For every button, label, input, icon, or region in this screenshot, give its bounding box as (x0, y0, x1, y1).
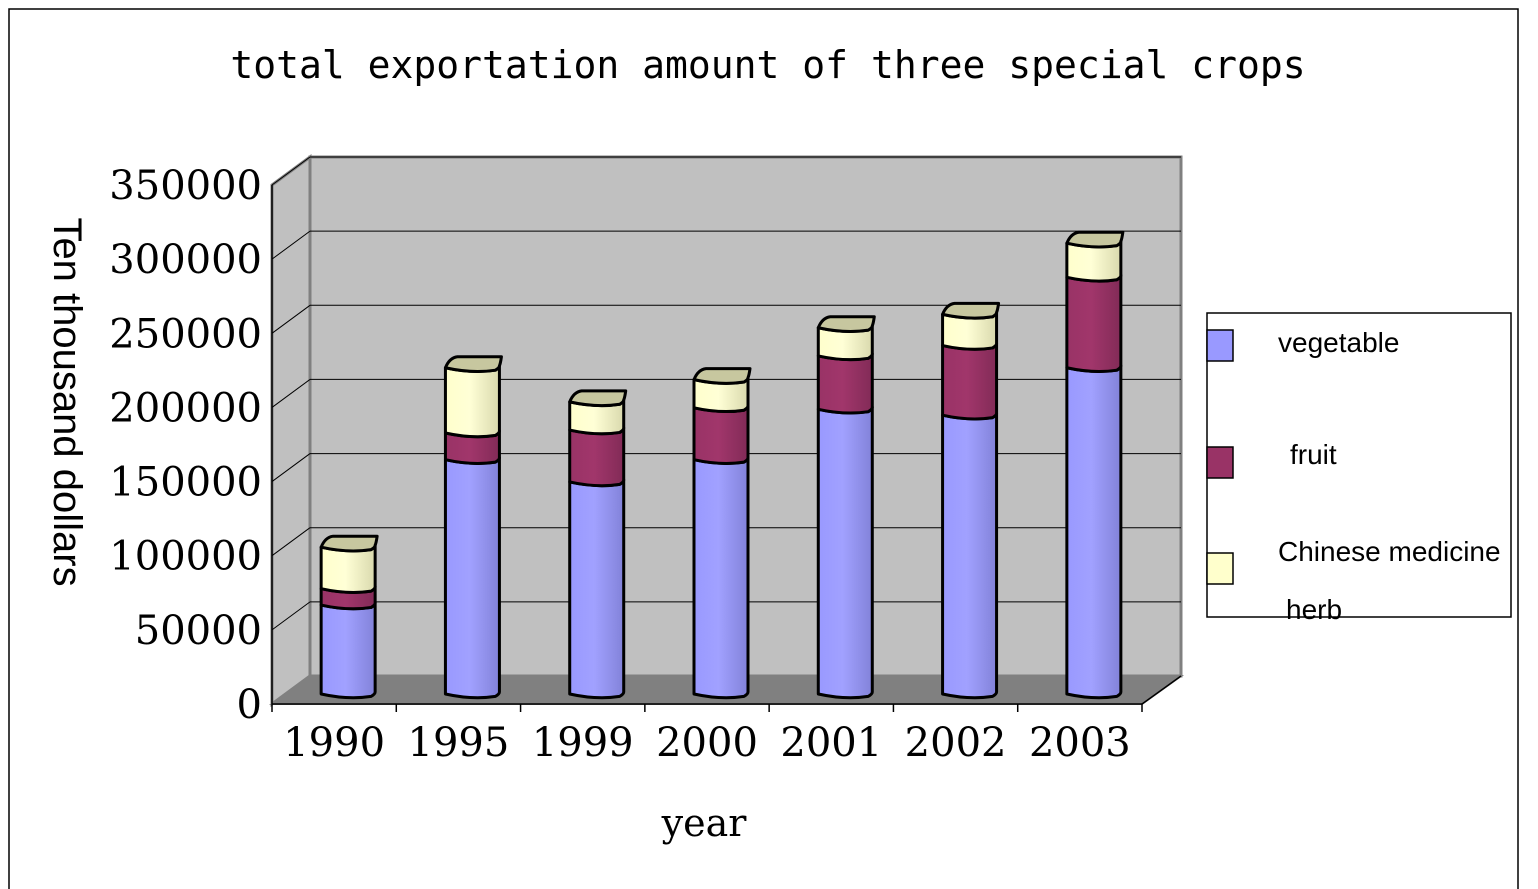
bar-fruit-2002 (941, 342, 999, 421)
bar-cap-2001 (816, 315, 876, 333)
plot-side-wall (270, 154, 312, 707)
bar-vegetable-2002 (941, 411, 999, 700)
legend-label: vegetable (1278, 327, 1399, 358)
bar-fruit-2000 (692, 404, 750, 465)
x-axis-label: year (661, 801, 748, 845)
chart-border (8, 8, 1519, 889)
gridline-side (271, 527, 311, 557)
legend-item-vegetable: vegetable (1206, 327, 1399, 362)
x-tick-label: 1995 (408, 720, 510, 766)
gridline-side (271, 230, 311, 260)
bar-vegetable-1995 (443, 456, 501, 700)
legend-item-fruit: fruit (1206, 439, 1337, 479)
bar-cap-2002 (941, 301, 1001, 320)
legend-swatch (1206, 446, 1234, 479)
legend-label: Chinese medicine herb (1278, 536, 1501, 625)
bar-stack-2001 (816, 315, 876, 700)
y-tick-label: 350000 (109, 163, 262, 209)
bar-stack-1995 (443, 355, 503, 700)
x-tick-label: 2003 (1029, 720, 1131, 766)
y-axis-label: Ten thousand dollars (45, 217, 89, 586)
legend-swatch (1206, 552, 1234, 585)
bar-vegetable-2001 (816, 405, 874, 700)
bar-cap-1990 (319, 534, 379, 553)
legend-box (1206, 312, 1512, 618)
legend-swatch (1206, 329, 1234, 362)
legend-label: fruit (1290, 439, 1337, 470)
bar-stack-2003 (1065, 230, 1125, 700)
x-tick-label: 2000 (656, 720, 758, 766)
chart-title: total exportation amount of three specia… (230, 43, 1305, 87)
bar-fruit-1999 (568, 426, 626, 488)
x-tick-label: 1999 (532, 720, 634, 766)
bar-fruit-2001 (816, 352, 874, 415)
y-tick-label: 200000 (109, 385, 262, 431)
bar-vegetable-1990 (319, 601, 377, 700)
bar-stack-1999 (568, 389, 628, 700)
bar-stack-2002 (941, 301, 1001, 700)
x-tick-labels: 1990 1995 1999 2000 2001 2002 2003 (283, 720, 1131, 766)
bar-vegetable-2000 (692, 456, 750, 700)
bar-stack-1990 (319, 534, 379, 700)
bar-cap-2000 (692, 367, 752, 385)
legend: vegetable fruit Chinese medicine herb (1206, 312, 1512, 625)
y-tick-label: 150000 (109, 460, 262, 506)
bar-vegetable-2003 (1065, 364, 1123, 700)
floor-front-edge (1141, 675, 1182, 705)
gridline-side (271, 601, 311, 631)
x-tick-marks (271, 704, 1143, 712)
bar-Chinese medicine herb-1995 (443, 364, 501, 439)
legend-items: vegetable fruit Chinese medicine herb (1206, 327, 1501, 625)
y-tick-label: 50000 (135, 608, 262, 654)
y-tick-label: 300000 (109, 237, 262, 283)
gridline-side (271, 453, 311, 482)
legend-item-Chinese medicine herb: Chinese medicine herb (1206, 536, 1501, 625)
y-tick-labels: 0 50000 100000 150000 200000 250000 300000 3500… (109, 163, 262, 728)
bar-vegetable-1999 (568, 478, 626, 700)
gridline-side (271, 304, 311, 334)
y-tick-label: 0 (237, 682, 262, 728)
gridline-side (271, 379, 311, 408)
bars (319, 230, 1125, 700)
bar-cap-1995 (443, 355, 503, 374)
y-tick-label: 100000 (109, 534, 262, 580)
x-tick-label: 1990 (283, 720, 385, 766)
x-tick-label: 2001 (780, 720, 882, 766)
x-tick-label: 2002 (905, 720, 1007, 766)
bar-cap-1999 (568, 389, 628, 408)
gridline-side (271, 156, 311, 186)
bar-fruit-2003 (1065, 273, 1123, 374)
bar-stack-2000 (692, 367, 752, 700)
y-tick-label: 250000 (109, 311, 262, 357)
bar-cap-2003 (1065, 230, 1125, 249)
